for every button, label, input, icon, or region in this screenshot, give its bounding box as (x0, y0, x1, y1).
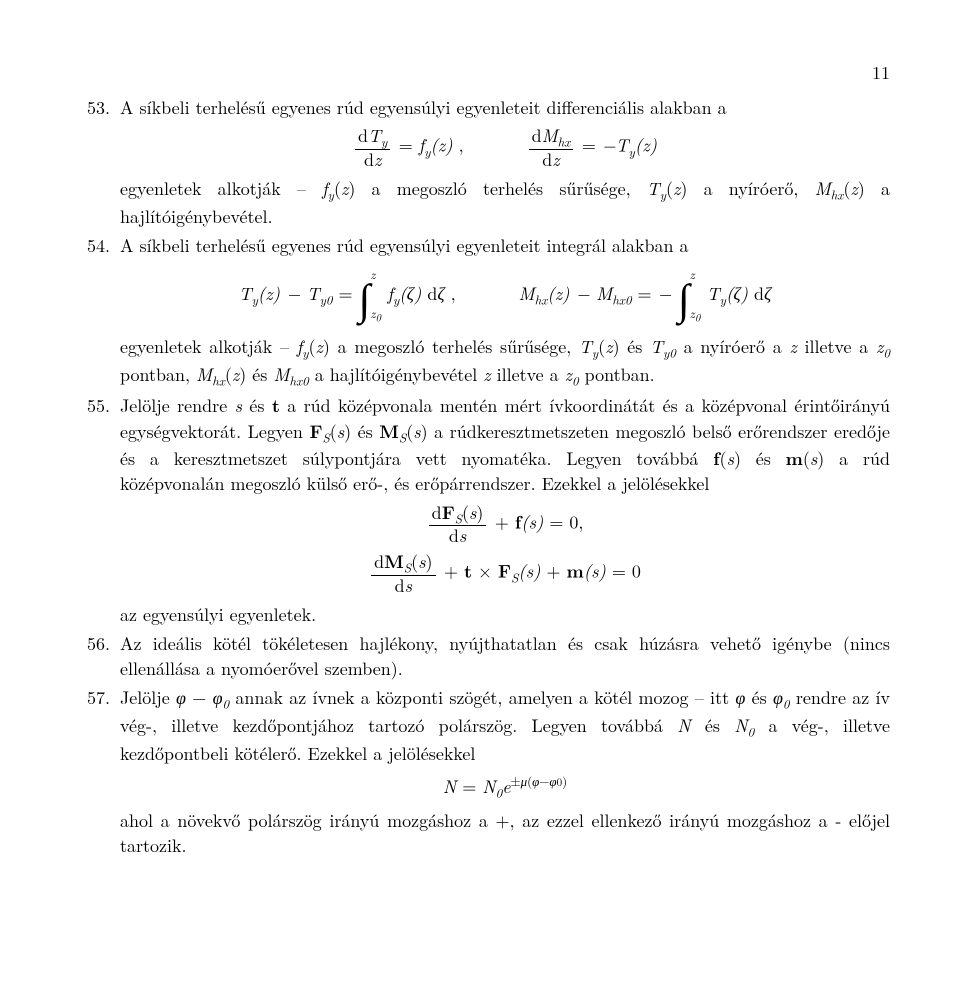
text: Az ideális kötél tökéletesen hajlékony, … (120, 631, 890, 681)
item-body: Az ideális kötél tökéletesen hajlékony, … (120, 631, 890, 681)
item-57: 57. Jelölje φ − φ0 annak az ívnek a közp… (70, 685, 890, 858)
text: Jelölje rendre s és t a rúd középvonala … (120, 393, 890, 496)
text: A síkbeli terhelésű egyenes rúd egyensúl… (120, 95, 727, 120)
item-54: 54. A síkbeli terhelésű egyenes rúd egye… (70, 233, 890, 389)
equation: Ty(z) − Ty0 = ∫zz0 fy(ζ) dζ , Mhx(z) − M… (120, 268, 890, 324)
equation: N = N0e±μ(φ−φ0) (120, 772, 890, 802)
text: egyenletek alkotják – fy(z) a megoszló t… (120, 176, 890, 229)
item-body: Jelölje φ − φ0 annak az ívnek a központi… (120, 685, 890, 858)
page-number: 11 (70, 60, 890, 85)
equation: dFS(s)ds + f(s) = 0, (120, 503, 890, 547)
text: az egyensúlyi egyenletek. (120, 602, 316, 627)
equation: dTydz = fy(z) , dMhxdz = −Ty(z) (120, 126, 890, 170)
text: ahol a növekvő polárszög irányú mozgásho… (120, 808, 890, 858)
item-body: A síkbeli terhelésű egyenes rúd egyensúl… (120, 233, 890, 389)
item-number: 57. (70, 685, 120, 858)
equation: dMS(s)ds + t × FS(s) + m(s) = 0 (120, 552, 890, 596)
item-number: 54. (70, 233, 120, 389)
text: Jelölje φ − φ0 annak az ívnek a központi… (120, 685, 890, 765)
text: A síkbeli terhelésű egyenes rúd egyensúl… (120, 233, 689, 258)
item-body: Jelölje rendre s és t a rúd középvonala … (120, 393, 890, 627)
item-body: A síkbeli terhelésű egyenes rúd egyensúl… (120, 95, 890, 229)
item-55: 55. Jelölje rendre s és t a rúd középvon… (70, 393, 890, 627)
item-number: 56. (70, 631, 120, 681)
item-53: 53. A síkbeli terhelésű egyenes rúd egye… (70, 95, 890, 229)
item-number: 53. (70, 95, 120, 229)
item-56: 56. Az ideális kötél tökéletesen hajléko… (70, 631, 890, 681)
text: egyenletek alkotják – fy(z) a megoszló t… (120, 334, 890, 387)
item-number: 55. (70, 393, 120, 627)
